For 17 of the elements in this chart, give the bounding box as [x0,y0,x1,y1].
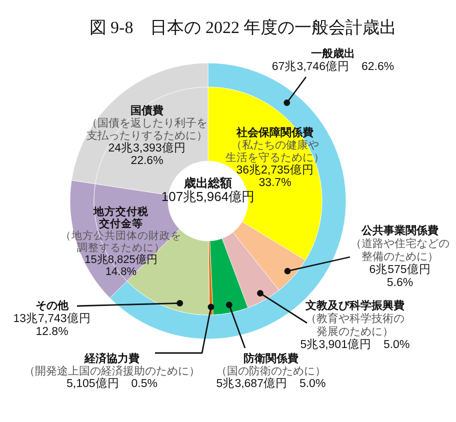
slice-label: 防衛関係費（国の防衛のために） [216,352,326,378]
slice-label: その他 [36,299,70,312]
slice-label: 公共事業関係費（道路や住宅などの整備のために） [350,224,450,263]
data-label: 24兆3,393億円 22.6% [108,140,186,167]
data-label: 13兆7,743億円 12.8% [13,311,91,338]
chart-title: 図 9-8 日本の 2022 年度の一般会計歳出 [89,18,397,37]
slice-label: 国債費（国債を返したり利子を支払ったりするために） [86,104,208,142]
slice-label: 一般歳出 [311,47,355,60]
data-label: 5兆3,901億円 5.0% [300,337,410,351]
data-label: 36兆2,735億円 33.7% [236,162,314,189]
slice-label: 経済協力費（開発途上国の経済援助のために） [24,352,200,378]
data-label: 15兆8,825億円 14.8% [84,253,158,278]
data-label: 5兆3,687億円 5.0% [216,376,326,390]
slice-label: 文教及び科学振興費（教育や科学技術の発展のために） [304,299,404,338]
data-label: 67兆3,746億円 62.6% [272,59,394,73]
data-label: 5,105億円 0.5% [66,376,158,390]
data-label: 6兆575億円 5.6% [369,262,431,289]
